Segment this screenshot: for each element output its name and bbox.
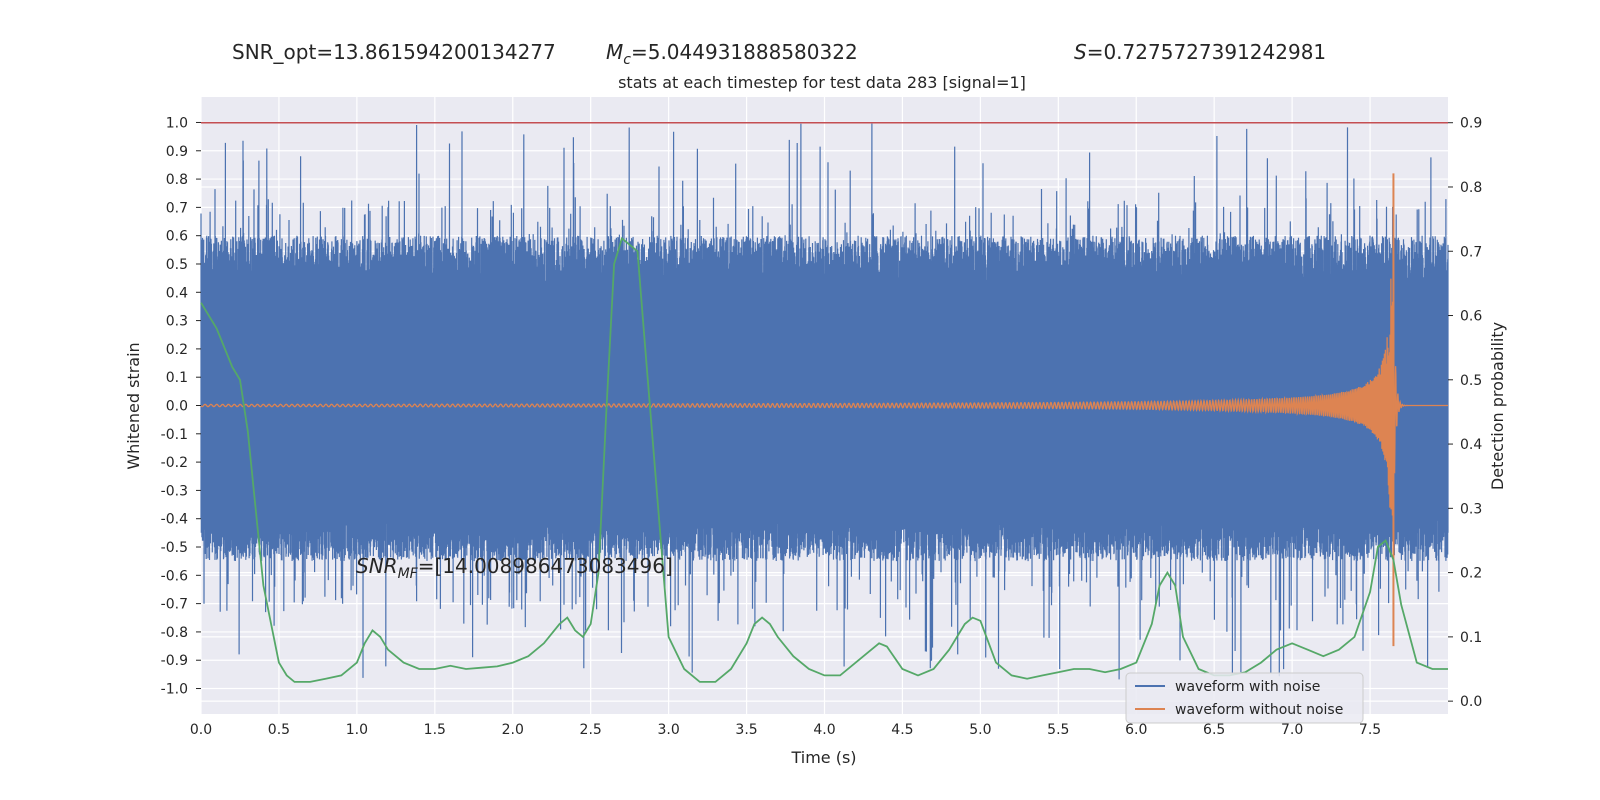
y-left-tick-label: 0.1	[166, 370, 188, 386]
y-left-tick-label: -0.2	[161, 455, 188, 471]
figure-header: SNR_opt=13.861594200134277 Mc=5.04493188…	[232, 40, 1326, 92]
y-left-tick-label: -0.4	[161, 512, 188, 528]
x-axis-label: Time (s)	[790, 748, 856, 767]
x-tick-label: 4.0	[813, 722, 835, 738]
y-left-tick-label: -1.0	[161, 682, 188, 698]
x-tick-label: 2.0	[502, 722, 524, 738]
y-right-tick-label: 0.1	[1460, 630, 1482, 646]
y-right-tick-label: 0.6	[1460, 309, 1482, 325]
legend-box	[1125, 672, 1364, 724]
snr-mf-value: =[14.008986473083496]	[418, 554, 673, 578]
y-right-tick-label: 0.5	[1460, 373, 1482, 389]
legend-label-clean: waveform without noise	[1175, 702, 1343, 718]
snr-mf-annotation: SNRMF=[14.008986473083496]	[356, 554, 673, 582]
y-right-tick-label: 0.8	[1460, 180, 1482, 196]
y-left-tick-label: 0.9	[166, 144, 188, 160]
y-right-tick-label: 0.3	[1460, 501, 1482, 517]
legend: waveform with noise waveform without noi…	[1125, 672, 1364, 724]
y-right-tick-label: 0.9	[1460, 116, 1482, 132]
snr-mf-symbol: SNR	[356, 554, 398, 578]
x-tick-label: 5.5	[1047, 722, 1069, 738]
x-tick-label: 5.0	[969, 722, 991, 738]
x-tick-label: 7.0	[1281, 722, 1303, 738]
s-value-label: S=0.7275727391242981	[1074, 40, 1326, 64]
snr-mf-subscript: MF	[398, 566, 419, 582]
chirp-trace	[200, 278, 1448, 516]
y-right-axis-ticks: 0.9 0.8 0.7 0.6 0.5 0.4 0.3 0.2 0.1 0.0	[1448, 116, 1482, 710]
x-tick-label: 3.5	[735, 722, 757, 738]
s-value: =0.7275727391242981	[1087, 40, 1326, 64]
y-left-tick-label: -0.1	[161, 427, 188, 443]
y-left-tick-label: 0.3	[166, 314, 188, 330]
y-left-tick-label: 0.4	[166, 285, 188, 301]
y-left-tick-label: 1.0	[166, 115, 188, 131]
y-right-axis-label: Detection probability	[1488, 322, 1507, 490]
snr-opt-label: SNR_opt=13.861594200134277	[232, 40, 556, 64]
y-left-axis-label: Whitened strain	[124, 342, 143, 469]
chirp-mass-label: Mc=5.044931888580322	[606, 40, 858, 68]
x-tick-label: 2.5	[580, 722, 602, 738]
y-left-tick-label: 0.6	[166, 229, 188, 245]
x-tick-label: 6.5	[1203, 722, 1225, 738]
y-right-tick-label: 0.2	[1460, 566, 1482, 582]
y-left-tick-label: 0.0	[166, 399, 188, 415]
y-left-tick-label: 0.8	[166, 172, 188, 188]
y-left-axis-ticks: 1.0 0.9 0.8 0.7 0.6 0.5 0.4 0.3 0.2 0.1 0.0 -0.1 -0.…	[161, 115, 201, 698]
y-left-tick-label: 0.5	[166, 257, 188, 273]
x-tick-label: 4.5	[891, 722, 913, 738]
chirp-mass-value: =5.044931888580322	[631, 40, 858, 64]
chirp-mass-symbol: M	[606, 40, 623, 64]
series-waveform-with-noise	[200, 123, 1449, 680]
x-tick-label: 6.0	[1125, 722, 1147, 738]
y-right-tick-label: 0.4	[1460, 437, 1482, 453]
x-tick-label: 3.0	[657, 722, 679, 738]
chart-title: stats at each timestep for test data 283…	[618, 73, 1026, 92]
x-axis-ticks: 0.0 0.5 1.0 1.5 2.0 2.5 3.0 3.5 4.0 4.5 5.0 5.5 6.0 6…	[190, 722, 1381, 738]
y-right-tick-label: 0.0	[1460, 694, 1482, 710]
x-tick-label: 1.0	[346, 722, 368, 738]
y-left-tick-label: -0.3	[161, 483, 188, 499]
s-symbol: S	[1074, 40, 1087, 64]
y-left-tick-label: -0.6	[161, 568, 188, 584]
y-left-tick-label: -0.5	[161, 540, 188, 556]
y-left-tick-label: -0.8	[161, 625, 188, 641]
x-tick-label: 1.5	[424, 722, 446, 738]
noise-trace	[200, 123, 1449, 680]
x-tick-label: 0.5	[268, 722, 290, 738]
legend-label-noise: waveform with noise	[1175, 679, 1320, 695]
chirp-mass-subscript: c	[623, 52, 631, 68]
x-tick-label: 0.0	[190, 722, 212, 738]
y-left-tick-label: -0.9	[161, 653, 188, 669]
series-waveform-without-noise	[200, 173, 1448, 647]
y-right-tick-label: 0.7	[1460, 244, 1482, 260]
y-left-tick-label: 0.7	[166, 200, 188, 216]
x-tick-label: 7.5	[1359, 722, 1381, 738]
y-left-tick-label: 0.2	[166, 342, 188, 358]
y-left-tick-label: -0.7	[161, 597, 188, 613]
